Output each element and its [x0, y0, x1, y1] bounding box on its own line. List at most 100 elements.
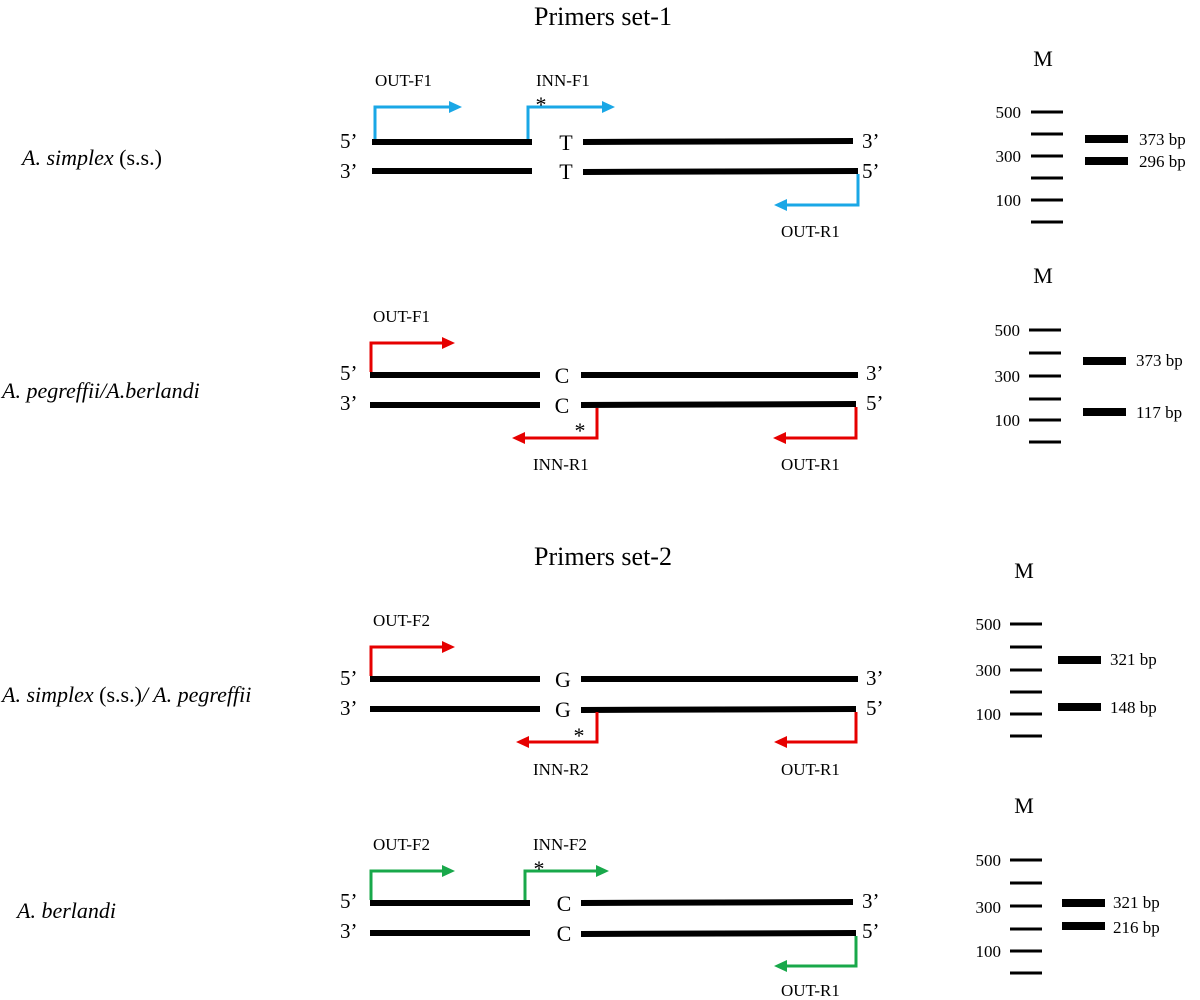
primer-inn-r2: INN-R2 * [516, 712, 599, 779]
pcr-band [1058, 703, 1101, 711]
species-part: A. berlandi [15, 898, 116, 923]
bottom-strand-right [580, 706, 857, 713]
panel-4: A. berlandi 5’ 3’ 3’ 5’ C C OUT-F2 INN-F… [15, 793, 1160, 1000]
arrowhead-icon [512, 432, 525, 444]
ladder-size-label: 100 [996, 191, 1022, 210]
top-right-end: 3’ [862, 129, 880, 153]
primer-inn-f1: INN-F1 * [526, 71, 615, 139]
pcr-band [1058, 656, 1101, 664]
species-part: (s.s.) [114, 145, 162, 170]
primer-arrow-icon [785, 174, 860, 207]
gel-lane: M 500 300 100 373 bp 117 bp [995, 263, 1183, 444]
marker-label: M [1014, 558, 1034, 583]
top-left-end: 5’ [340, 889, 358, 913]
primer-arrow-icon [369, 341, 444, 372]
primer-out-r1: OUT-R1 [774, 174, 860, 241]
bottom-left-end: 3’ [340, 391, 358, 415]
ladder-size-label: 100 [976, 942, 1002, 961]
band-size-label: 321 bp [1110, 650, 1157, 669]
primer-arrow-icon [785, 936, 858, 968]
primer-out-f1: OUT-F1 [373, 71, 462, 139]
band-size-label: 216 bp [1113, 918, 1160, 937]
primer-label: OUT-R1 [781, 455, 840, 474]
primer-label: OUT-F1 [373, 307, 430, 326]
ladder [1010, 858, 1042, 975]
primer-arrow-icon [527, 712, 599, 744]
arrowhead-icon [449, 101, 462, 113]
species-label: A. berlandi [15, 898, 116, 923]
species-part: / A. pegreffii [140, 682, 251, 707]
arrowhead-icon [774, 736, 787, 748]
snp-base-bottom: C [555, 393, 570, 418]
pcr-band [1085, 135, 1128, 143]
snp-base-top: C [557, 891, 572, 916]
primer-label: INN-R1 [533, 455, 589, 474]
species-part: A. simplex [20, 145, 114, 170]
primer-out-f2: OUT-F2 [369, 611, 455, 676]
snp-base-bottom: C [557, 921, 572, 946]
primer-arrow-icon [784, 407, 858, 440]
top-right-end: 3’ [866, 666, 884, 690]
primer-label: INN-F1 [536, 71, 590, 90]
panel-2: A. pegreffii/A.berlandi 5’ 3’ 3’ 5’ C C … [0, 263, 1183, 474]
species-part: A. simplex [0, 682, 94, 707]
primer-label: INN-R2 [533, 760, 589, 779]
arrowhead-icon [774, 199, 787, 211]
ladder-size-label: 500 [976, 615, 1002, 634]
mismatch-asterisk-icon: * [536, 92, 547, 117]
species-part: A. pegreffii/A.berlandi [0, 378, 200, 403]
set2-title: Primers set-2 [534, 542, 672, 571]
bottom-right-end: 5’ [862, 919, 880, 943]
primer-inn-r1: INN-R1 * [512, 408, 599, 474]
top-right-end: 3’ [866, 361, 884, 385]
mismatch-asterisk-icon: * [575, 418, 586, 443]
species-label: A. pegreffii/A.berlandi [0, 378, 200, 403]
primer-arrow-icon [373, 105, 451, 139]
primer-arrow-icon [523, 869, 598, 900]
ladder-size-label: 500 [976, 851, 1002, 870]
ladder-size-label: 500 [995, 321, 1021, 340]
ladder [1010, 622, 1042, 738]
pcr-band [1083, 357, 1126, 365]
pcr-band [1083, 408, 1126, 416]
mismatch-asterisk-icon: * [574, 723, 585, 748]
bottom-strand-right [582, 168, 859, 175]
primer-label: INN-F2 [533, 835, 587, 854]
bottom-right-end: 5’ [866, 696, 884, 720]
bottom-left-end: 3’ [340, 919, 358, 943]
primer-arrow-icon [369, 869, 444, 900]
snp-base-top: G [555, 667, 571, 692]
bottom-right-end: 5’ [862, 159, 880, 183]
ladder-size-label: 300 [976, 661, 1002, 680]
arrowhead-icon [596, 865, 609, 877]
arrowhead-icon [516, 736, 529, 748]
primer-arrow-icon [785, 712, 858, 744]
arrowhead-icon [442, 641, 455, 653]
top-left-end: 5’ [340, 666, 358, 690]
bottom-right-end: 5’ [866, 391, 884, 415]
primer-label: OUT-F2 [373, 835, 430, 854]
ladder-size-label: 500 [996, 103, 1022, 122]
band-size-label: 321 bp [1113, 893, 1160, 912]
band-size-label: 373 bp [1136, 351, 1183, 370]
primer-label: OUT-R1 [781, 760, 840, 779]
species-part: (s.s.) [94, 682, 142, 707]
band-size-label: 117 bp [1136, 403, 1182, 422]
arrowhead-icon [442, 337, 455, 349]
primer-label: OUT-F1 [375, 71, 432, 90]
top-right-end: 3’ [862, 889, 880, 913]
pcr-band [1062, 899, 1105, 907]
band-size-label: 296 bp [1139, 152, 1186, 171]
top-left-end: 5’ [340, 361, 358, 385]
pcr-band [1062, 922, 1105, 930]
ladder [1031, 110, 1063, 224]
marker-label: M [1033, 46, 1053, 71]
species-label: A. simplex (s.s.)/ A. pegreffii [0, 682, 251, 707]
bottom-strand-right [580, 930, 857, 937]
primer-out-f1: OUT-F1 [369, 307, 455, 372]
band-size-label: 148 bp [1110, 698, 1157, 717]
set1-title: Primers set-1 [534, 2, 672, 31]
ladder-size-label: 100 [976, 705, 1002, 724]
